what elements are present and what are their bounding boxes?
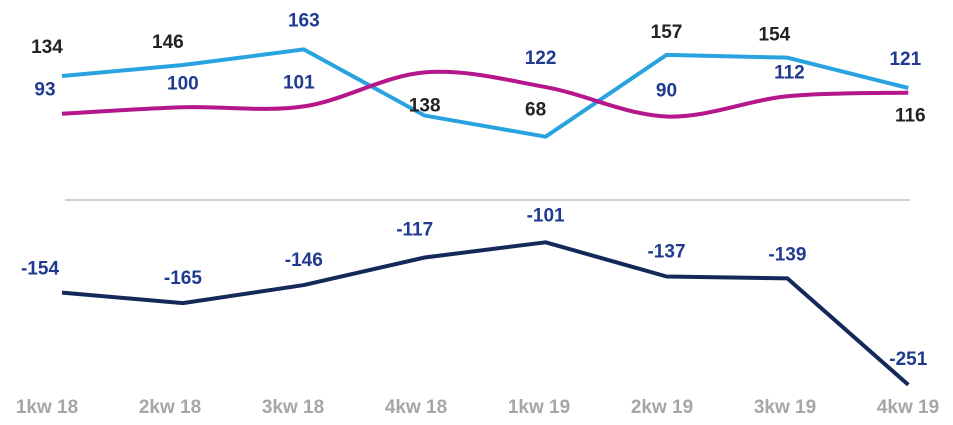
x-tick-label: 2kw 18 — [139, 397, 201, 418]
data-label: -137 — [647, 242, 685, 263]
data-label: 112 — [774, 62, 805, 83]
data-label: -154 — [21, 259, 59, 280]
series-line — [61, 240, 910, 387]
data-label: 146 — [152, 32, 184, 53]
data-label: 68 — [525, 100, 546, 121]
x-tick-label: 3kw 19 — [754, 397, 816, 418]
x-tick-label: 2kw 19 — [631, 397, 693, 418]
x-tick-label: 3kw 18 — [262, 397, 324, 418]
x-tick-label: 4kw 18 — [385, 397, 447, 418]
data-label: 101 — [283, 72, 315, 93]
data-label: 122 — [525, 48, 557, 69]
x-tick-label: 4kw 19 — [877, 397, 939, 418]
x-tick-label: 1kw 18 — [16, 397, 78, 418]
data-label: -117 — [396, 220, 433, 241]
series-line — [61, 47, 909, 139]
x-tick-label: 1kw 19 — [508, 397, 570, 418]
data-label: 163 — [288, 10, 320, 31]
data-label: 116 — [895, 106, 926, 127]
data-label: -139 — [768, 244, 806, 265]
data-label: 134 — [31, 37, 63, 58]
data-label: 138 — [409, 95, 441, 116]
data-label: 90 — [656, 81, 677, 102]
data-label: 157 — [651, 22, 683, 43]
data-label: -251 — [889, 349, 927, 370]
data-label: -165 — [164, 268, 202, 289]
data-label: 93 — [34, 80, 55, 101]
data-label: 154 — [759, 25, 791, 46]
data-label: -146 — [285, 250, 323, 271]
data-label: 100 — [167, 73, 199, 94]
series-line — [61, 69, 909, 119]
data-label: -101 — [527, 205, 565, 226]
data-label: 121 — [889, 49, 921, 70]
